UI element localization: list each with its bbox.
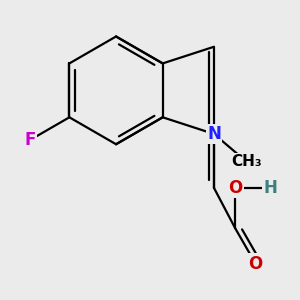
Text: F: F <box>24 131 35 149</box>
Text: O: O <box>248 254 262 272</box>
Text: N: N <box>207 125 221 143</box>
Text: CH₃: CH₃ <box>232 154 262 169</box>
Text: O: O <box>228 179 242 197</box>
Text: H: H <box>263 179 277 197</box>
